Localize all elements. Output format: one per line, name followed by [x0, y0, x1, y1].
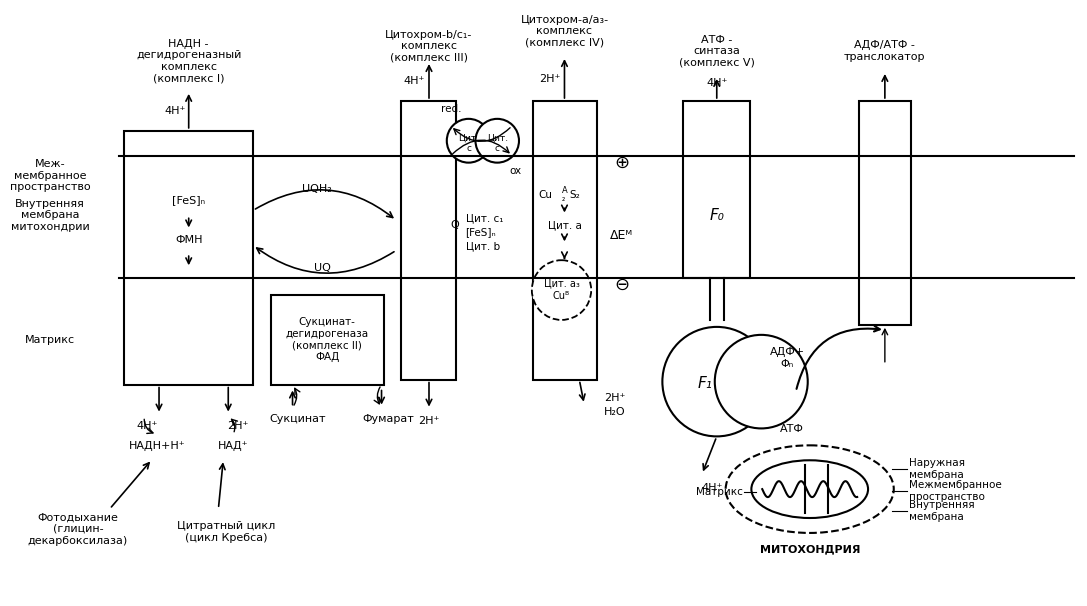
Bar	[859, 101, 911, 325]
Text: Цитохром-b/c₁-
комплекс
(комплекс III): Цитохром-b/c₁- комплекс (комплекс III)	[385, 30, 473, 63]
Text: 4H⁺: 4H⁺	[137, 421, 158, 431]
Text: Q: Q	[450, 221, 459, 230]
Text: Межмембранное
пространство: Межмембранное пространство	[909, 481, 1001, 502]
Text: 2H⁺: 2H⁺	[539, 74, 560, 84]
Circle shape	[447, 119, 490, 162]
Text: Фумарат: Фумарат	[363, 415, 414, 424]
Ellipse shape	[751, 461, 869, 518]
Text: АДФ+
Φₙ: АДФ+ Φₙ	[770, 347, 804, 368]
Text: F₁: F₁	[698, 376, 712, 391]
Text: red.: red.	[440, 104, 461, 114]
Text: 4H⁺: 4H⁺	[701, 483, 723, 493]
Text: ox: ox	[509, 165, 521, 176]
Text: Cu: Cu	[538, 190, 552, 201]
Text: ⊖: ⊖	[614, 276, 629, 294]
Text: c: c	[466, 144, 471, 153]
Text: 4H⁺: 4H⁺	[707, 78, 727, 88]
Text: ФМН: ФМН	[175, 235, 202, 245]
Text: Cuᴮ: Cuᴮ	[553, 291, 570, 301]
Text: НАД⁺: НАД⁺	[218, 441, 249, 451]
Text: Цит. b: Цит. b	[465, 241, 500, 251]
Bar	[124, 131, 253, 385]
Circle shape	[475, 119, 518, 162]
Text: A: A	[562, 186, 567, 195]
Text: Цит. a₃: Цит. a₃	[544, 278, 579, 288]
Text: МИТОХОНДРИЯ: МИТОХОНДРИЯ	[760, 544, 860, 554]
Text: Внутренняя
мембрана: Внутренняя мембрана	[909, 500, 974, 522]
Text: АТФ -
синтаза
(комплекс V): АТФ - синтаза (комплекс V)	[678, 35, 754, 68]
Text: АДФ/АТФ -
транслокатор: АДФ/АТФ - транслокатор	[845, 41, 926, 62]
Text: 2H⁺: 2H⁺	[418, 416, 439, 427]
Text: S₂: S₂	[570, 190, 580, 201]
Text: Цитохром-a/a₃-
комплекс
(комплекс IV): Цитохром-a/a₃- комплекс (комплекс IV)	[521, 15, 609, 48]
Bar	[533, 101, 597, 379]
Text: [FeS]ₙ: [FeS]ₙ	[172, 196, 205, 205]
Text: c: c	[495, 144, 500, 153]
Text: Цит.: Цит.	[487, 133, 508, 142]
Text: F₀: F₀	[710, 208, 724, 223]
Text: 2H⁺: 2H⁺	[604, 393, 625, 402]
Text: Внутренняя
мембрана
митохондрии: Внутренняя мембрана митохондрии	[11, 199, 89, 232]
Text: НАДН -
дегидрогеназный
комплекс
(комплекс I): НАДН - дегидрогеназный комплекс (комплек…	[136, 39, 241, 84]
Ellipse shape	[726, 445, 894, 533]
Text: 4H⁺: 4H⁺	[164, 106, 186, 116]
Text: UQH₂: UQH₂	[302, 184, 333, 193]
Text: Цит. a: Цит. a	[548, 221, 582, 230]
Text: ⊕: ⊕	[614, 154, 629, 171]
Text: Меж-
мембранное
пространство: Меж- мембранное пространство	[10, 159, 90, 192]
Text: Цитратный цикл
(цикл Кребса): Цитратный цикл (цикл Кребса)	[177, 521, 275, 543]
Text: 2H⁺: 2H⁺	[227, 421, 249, 431]
Text: Сукцинат-
дегидрогеназа
(комплекс II)
ФАД: Сукцинат- дегидрогеназа (комплекс II) ФА…	[286, 318, 368, 362]
Circle shape	[662, 327, 771, 436]
Text: ΔEᴹ: ΔEᴹ	[610, 229, 634, 242]
Text: [FeS]ₙ: [FeS]ₙ	[465, 227, 496, 238]
Circle shape	[715, 335, 808, 428]
Bar	[271, 295, 385, 385]
Text: H₂O: H₂O	[604, 407, 626, 416]
Text: Матрикс: Матрикс	[696, 487, 742, 497]
Text: АТФ: АТФ	[780, 424, 804, 435]
Text: 4H⁺: 4H⁺	[403, 76, 425, 86]
Bar	[683, 101, 750, 278]
Text: Наружная
мембрана: Наружная мембрана	[909, 458, 964, 480]
Text: Сукцинат: Сукцинат	[270, 415, 326, 424]
Text: UQ: UQ	[314, 263, 330, 273]
Circle shape	[532, 260, 591, 320]
Text: Матрикс: Матрикс	[25, 335, 75, 345]
Text: ₂: ₂	[562, 194, 565, 203]
Text: Цит. c₁: Цит. c₁	[465, 213, 503, 224]
Text: Цит.: Цит.	[458, 133, 479, 142]
Bar	[401, 101, 455, 379]
Text: НАДН+Н⁺: НАДН+Н⁺	[128, 441, 186, 451]
Text: Фотодыхание
(глицин-
декарбоксилаза): Фотодыхание (глицин- декарбоксилаза)	[28, 512, 128, 545]
